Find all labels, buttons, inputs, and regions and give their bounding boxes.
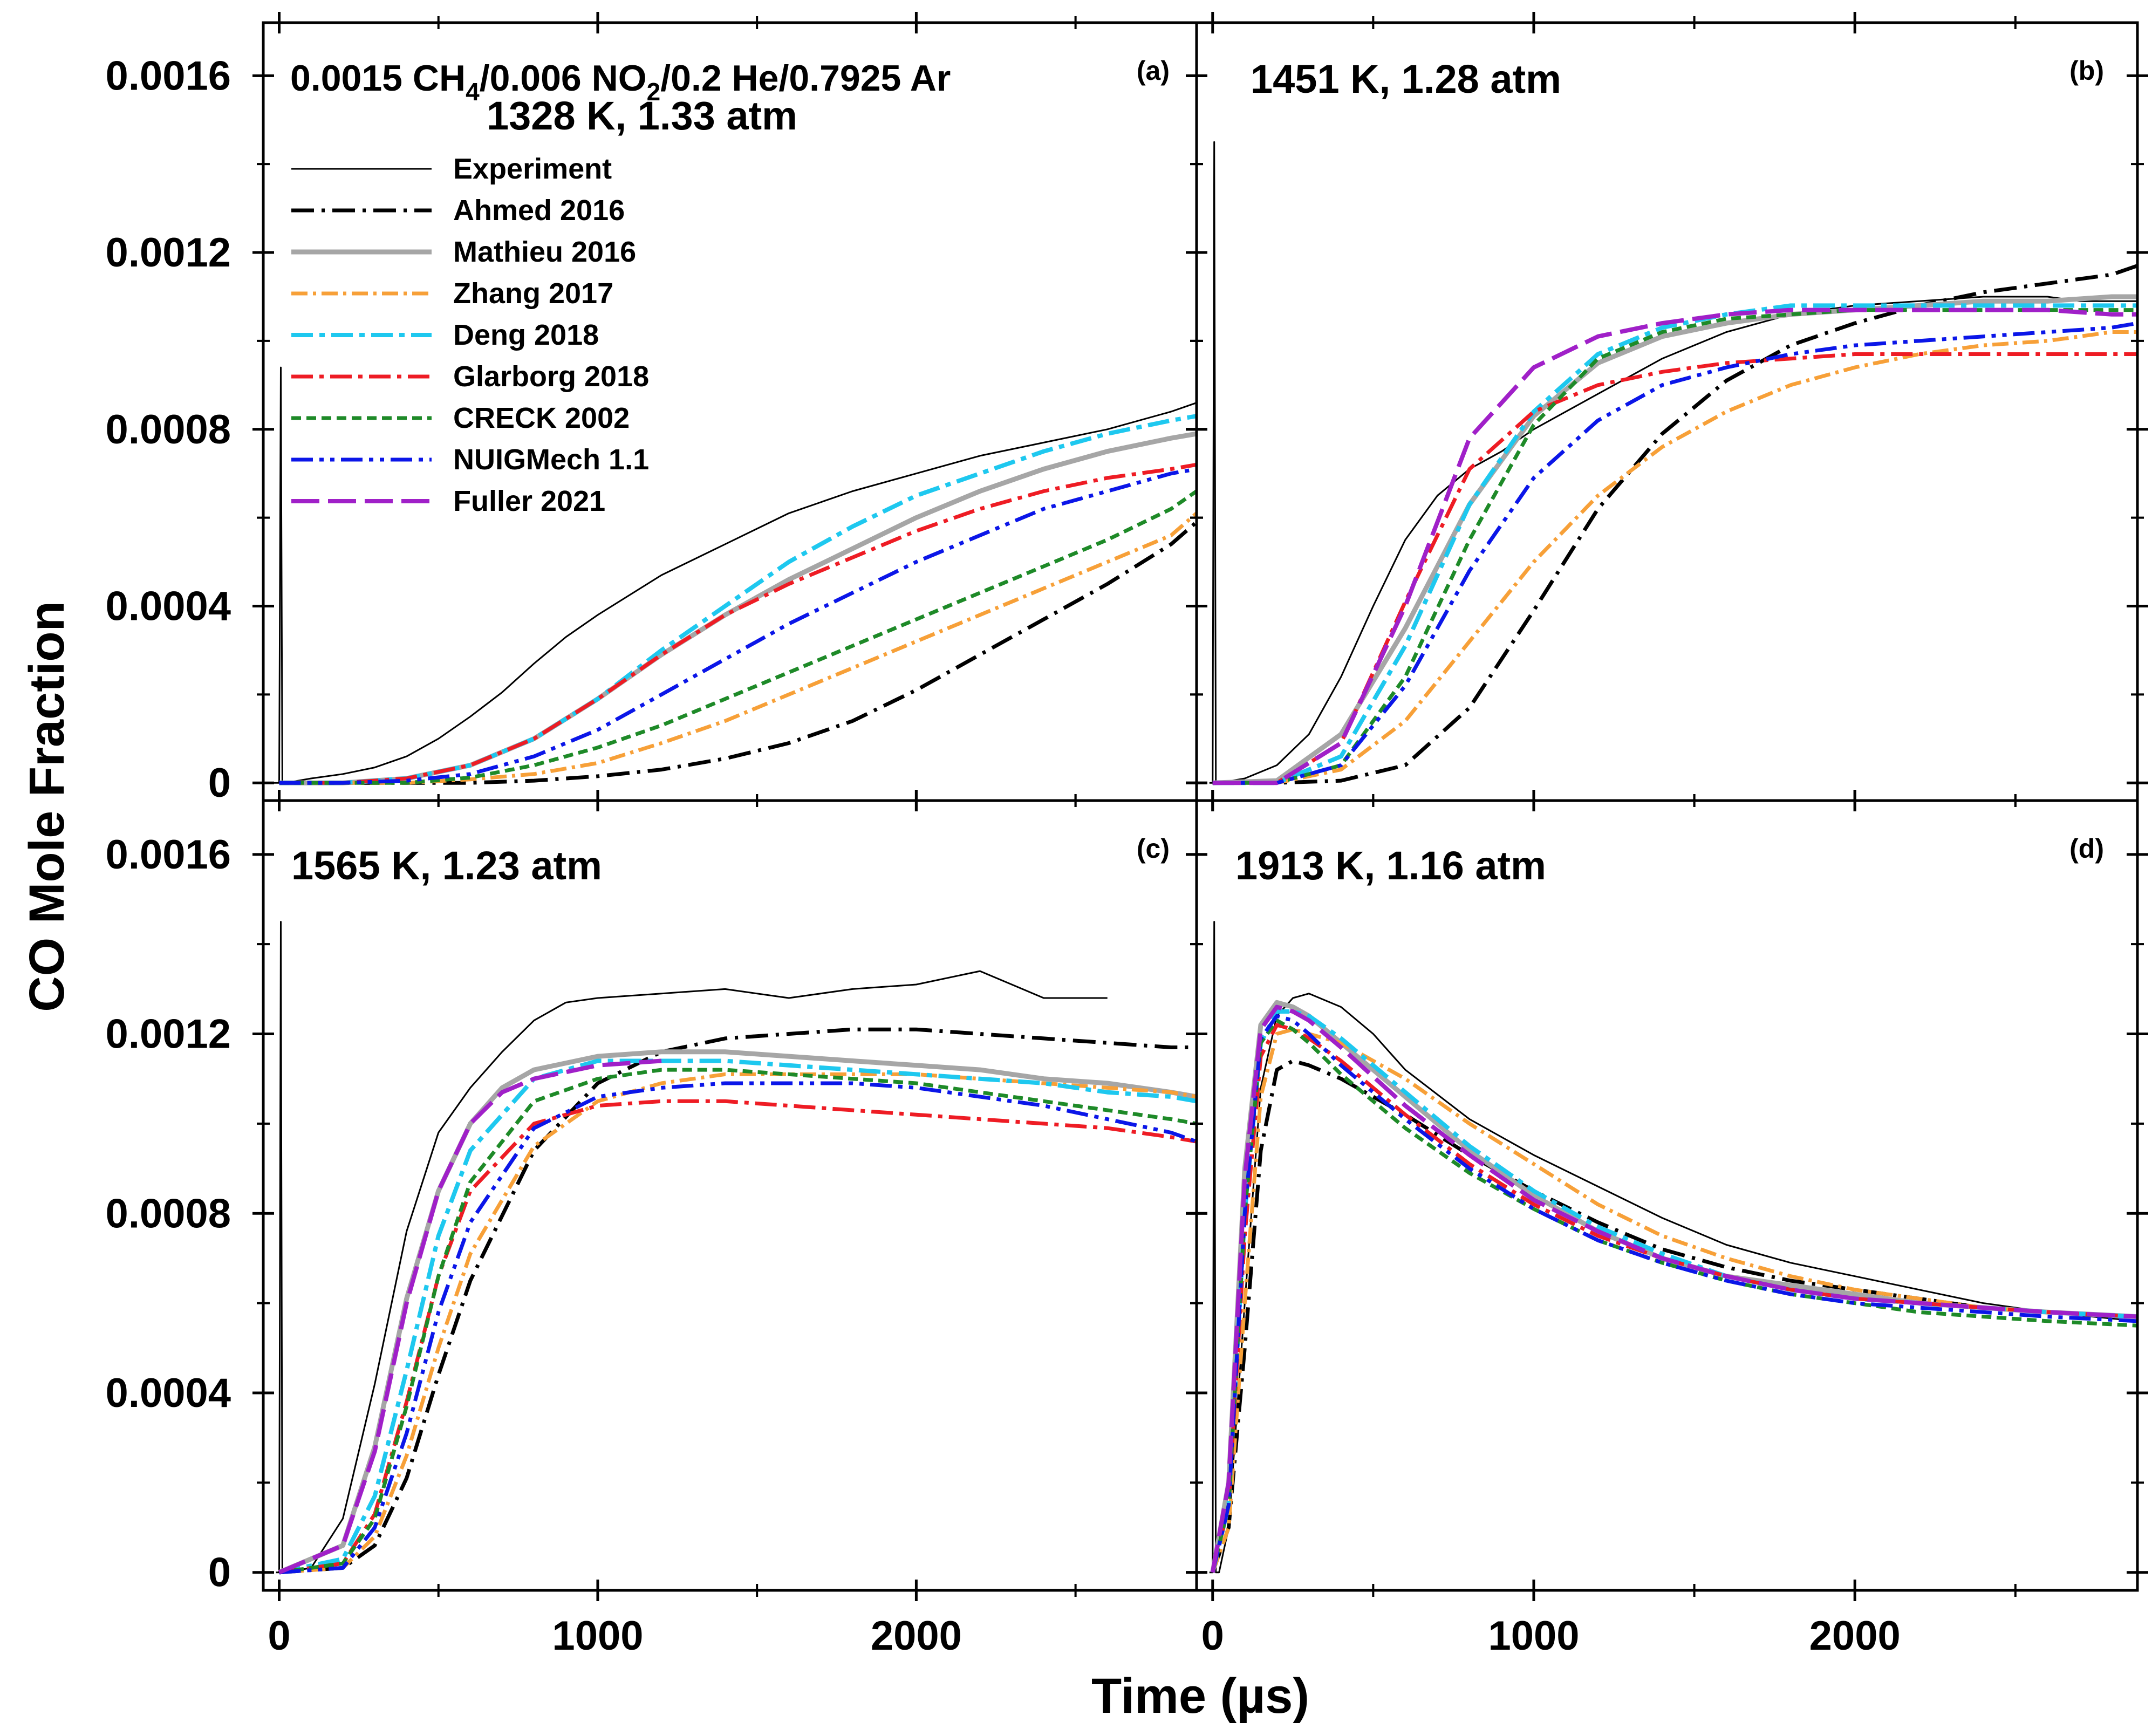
series-nuigmech-1-1 bbox=[1211, 1014, 2137, 1573]
series-fuller-2021 bbox=[1212, 307, 2137, 785]
legend-label: Mathieu 2016 bbox=[453, 236, 636, 268]
series-zhang-2017 bbox=[279, 1072, 1197, 1575]
y-axis-title: CO Mole Fraction bbox=[19, 601, 74, 1012]
legend-label: Glarborg 2018 bbox=[453, 360, 649, 393]
series-fuller-2021 bbox=[278, 1058, 662, 1575]
x-tick-label: 0 bbox=[1201, 1613, 1224, 1659]
y-tick-label: 0.0004 bbox=[106, 584, 231, 630]
y-tick-label: 0.0016 bbox=[106, 53, 231, 99]
y-tick-label: 0.0008 bbox=[106, 1191, 231, 1236]
x-tick-label: 1000 bbox=[1488, 1613, 1579, 1659]
panel-condition: 1565 K, 1.23 atm bbox=[291, 843, 602, 888]
series-zhang-2017 bbox=[279, 511, 1197, 785]
mixture-subscript: 2 bbox=[647, 78, 661, 106]
series-zhang-2017 bbox=[1211, 1027, 2137, 1573]
panel-frame bbox=[262, 21, 1198, 802]
series-creck-2002 bbox=[279, 1068, 1197, 1575]
y-tick-label: 0 bbox=[208, 1550, 231, 1596]
panel-label: (a) bbox=[1137, 56, 1170, 86]
legend-label: Ahmed 2016 bbox=[453, 194, 625, 227]
x-tick-label: 0 bbox=[268, 1613, 290, 1659]
y-tick-label: 0.0008 bbox=[106, 407, 231, 453]
series-mathieu-2016 bbox=[1210, 1000, 2137, 1573]
legend-label: Experiment bbox=[453, 153, 612, 185]
series-ahmed-2016 bbox=[279, 1027, 1197, 1575]
series-creck-2002 bbox=[1211, 1019, 2137, 1573]
panel-label: (d) bbox=[2069, 833, 2104, 864]
series-creck-2002 bbox=[279, 489, 1197, 785]
series-zhang-2017 bbox=[1212, 330, 2137, 785]
panel-label: (c) bbox=[1137, 833, 1170, 864]
panel-condition: 1328 K, 1.33 atm bbox=[487, 93, 797, 138]
panel-a-plot bbox=[266, 366, 1197, 785]
y-tick-label: 0 bbox=[208, 760, 231, 806]
series-ahmed-2016 bbox=[1212, 264, 2137, 785]
series-fuller-2021 bbox=[1210, 1004, 2137, 1573]
mixture-text: 0.0015 CH bbox=[290, 58, 466, 99]
panel-d-plot bbox=[1209, 921, 2137, 1574]
series-ahmed-2016 bbox=[279, 521, 1197, 785]
legend-label: Deng 2018 bbox=[453, 319, 599, 351]
mixture-text: /0.2 He/0.7925 Ar bbox=[660, 58, 951, 99]
series-nuigmech-1-1 bbox=[1212, 321, 2137, 785]
panel-b-plot bbox=[1209, 141, 2137, 785]
series-glarborg-2018 bbox=[1211, 1023, 2137, 1573]
series-glarborg-2018 bbox=[279, 462, 1197, 785]
mixture-text: /0.006 NO bbox=[480, 58, 647, 99]
legend-label: CRECK 2002 bbox=[453, 402, 630, 434]
series-mathieu-2016 bbox=[1212, 294, 2137, 785]
panel-c-plot bbox=[276, 921, 1197, 1575]
legend-label: NUIGMech 1.1 bbox=[453, 443, 649, 476]
panel-frame bbox=[262, 799, 1198, 1592]
x-tick-label: 2000 bbox=[1809, 1613, 1901, 1659]
y-tick-label: 0.0012 bbox=[106, 1011, 231, 1057]
series-experiment bbox=[1209, 921, 2137, 1574]
series-deng-2018 bbox=[1212, 303, 2137, 785]
panel-condition: 1913 K, 1.16 atm bbox=[1235, 843, 1546, 888]
legend-label: Fuller 2021 bbox=[453, 485, 605, 517]
mixture-subscript: 4 bbox=[466, 78, 480, 106]
legend: Experiment Ahmed 2016 Mathieu 2016 Zhang 20… bbox=[291, 153, 649, 517]
legend-label: Zhang 2017 bbox=[453, 277, 613, 310]
series-experiment bbox=[266, 366, 1197, 784]
x-axis-title: Time (µs) bbox=[1091, 1669, 1309, 1724]
y-tick-label: 0.0012 bbox=[106, 230, 231, 276]
series-creck-2002 bbox=[1212, 308, 2137, 785]
series-deng-2018 bbox=[278, 1058, 1197, 1575]
mixture-header: 0.0015 CH4/0.006 NO2/0.2 He/0.7925 Ar bbox=[290, 58, 951, 106]
series-experiment bbox=[1209, 141, 2137, 784]
panel-frame bbox=[1195, 799, 2139, 1592]
panel-condition: 1451 K, 1.28 atm bbox=[1251, 57, 1561, 101]
series-glarborg-2018 bbox=[279, 1099, 1197, 1575]
panel-label: (b) bbox=[2069, 56, 2104, 86]
series-deng-2018 bbox=[279, 414, 1197, 785]
series-glarborg-2018 bbox=[1212, 352, 2137, 785]
series-mathieu-2016 bbox=[278, 1049, 1197, 1575]
x-tick-label: 2000 bbox=[871, 1613, 962, 1659]
series-deng-2018 bbox=[1210, 1009, 2137, 1573]
series-nuigmech-1-1 bbox=[279, 467, 1197, 785]
x-tick-label: 1000 bbox=[552, 1613, 643, 1659]
y-tick-label: 0.0016 bbox=[106, 832, 231, 878]
y-tick-label: 0.0004 bbox=[106, 1370, 231, 1416]
series-nuigmech-1-1 bbox=[279, 1081, 1197, 1575]
